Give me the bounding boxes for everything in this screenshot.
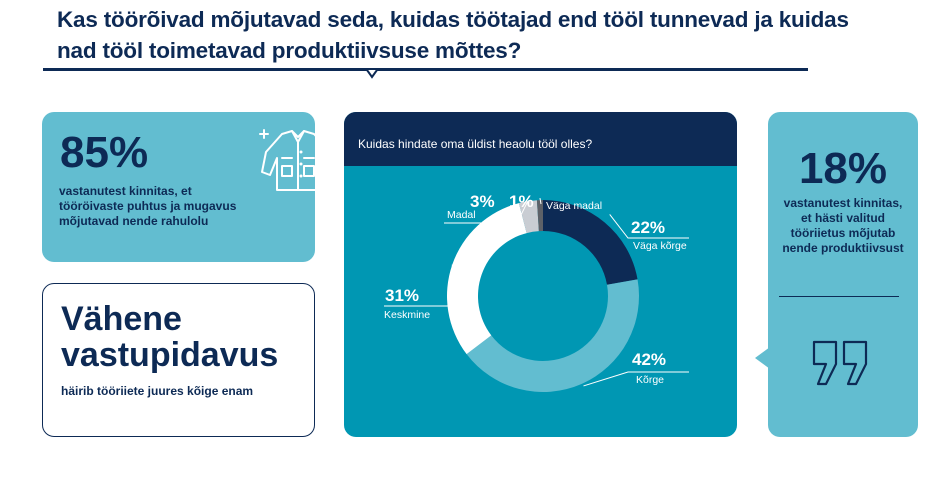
leader-line-keskmine bbox=[384, 264, 455, 307]
leader-line-vaga-korge bbox=[609, 214, 689, 239]
category-label-vaga-madal: Väga madal bbox=[546, 200, 602, 212]
leader-line-korge bbox=[583, 371, 689, 387]
slice-vaga-korge bbox=[543, 200, 638, 285]
title-underline-notch bbox=[366, 70, 378, 79]
leader-line-madal bbox=[444, 200, 529, 224]
chart-header: Kuidas hindate oma üldist heaolu tööl ol… bbox=[344, 112, 737, 166]
category-label-keskmine: Keskmine bbox=[384, 309, 430, 321]
workwear-jacket-icon bbox=[259, 123, 341, 191]
value-label-korge: 42% bbox=[632, 350, 666, 369]
slice-keskmine bbox=[447, 203, 527, 355]
stat-85-value: 85% bbox=[60, 128, 149, 177]
stat-85-text: vastanutest kinnitas, et tööröivaste puh… bbox=[59, 184, 237, 228]
stat-18-text: vastanutest kinnitas, et hästi valitud t… bbox=[782, 196, 904, 255]
stat-card-18: 18% vastanutest kinnitas, et hästi valit… bbox=[768, 112, 918, 437]
stat-card-85: 85% vastanutest kinnitas, et tööröivaste… bbox=[42, 112, 341, 262]
page-title: Kas töörõivad mõjutavad seda, kuidas töö… bbox=[57, 7, 849, 63]
value-label-vaga-korge: 22% bbox=[631, 218, 665, 237]
value-label-madal: 3% bbox=[470, 192, 495, 211]
resistance-title: Vähene vastupidavus bbox=[61, 300, 279, 374]
quote-icon bbox=[812, 340, 868, 386]
chart-card: Kuidas hindate oma üldist heaolu tööl ol… bbox=[344, 112, 737, 437]
category-label-korge: Kõrge bbox=[636, 374, 664, 386]
resistance-card: Vähene vastupidavus häirib tööriiete juu… bbox=[42, 283, 315, 437]
card-18-pointer bbox=[755, 347, 770, 369]
category-label-madal: Madal bbox=[447, 209, 476, 221]
stat-18-divider bbox=[779, 296, 899, 297]
leader-line-vaga-madal bbox=[539, 197, 542, 205]
value-label-vaga-madal: 1% bbox=[509, 192, 534, 211]
donut-chart: 22% Väga kõrge 42% Kõrge 31% Keskmine 3%Madal 1… bbox=[384, 192, 689, 392]
slice-korge bbox=[466, 279, 639, 392]
title-underline bbox=[43, 68, 808, 71]
stat-18-value: 18% bbox=[798, 144, 888, 193]
slice-vaga-madal bbox=[536, 200, 543, 232]
value-label-keskmine: 31% bbox=[385, 286, 419, 305]
chart-title: Kuidas hindate oma üldist heaolu tööl ol… bbox=[358, 137, 593, 151]
resistance-text: häirib tööriiete juures kõige enam bbox=[61, 384, 254, 398]
category-label-vaga-korge: Väga kõrge bbox=[633, 240, 687, 252]
